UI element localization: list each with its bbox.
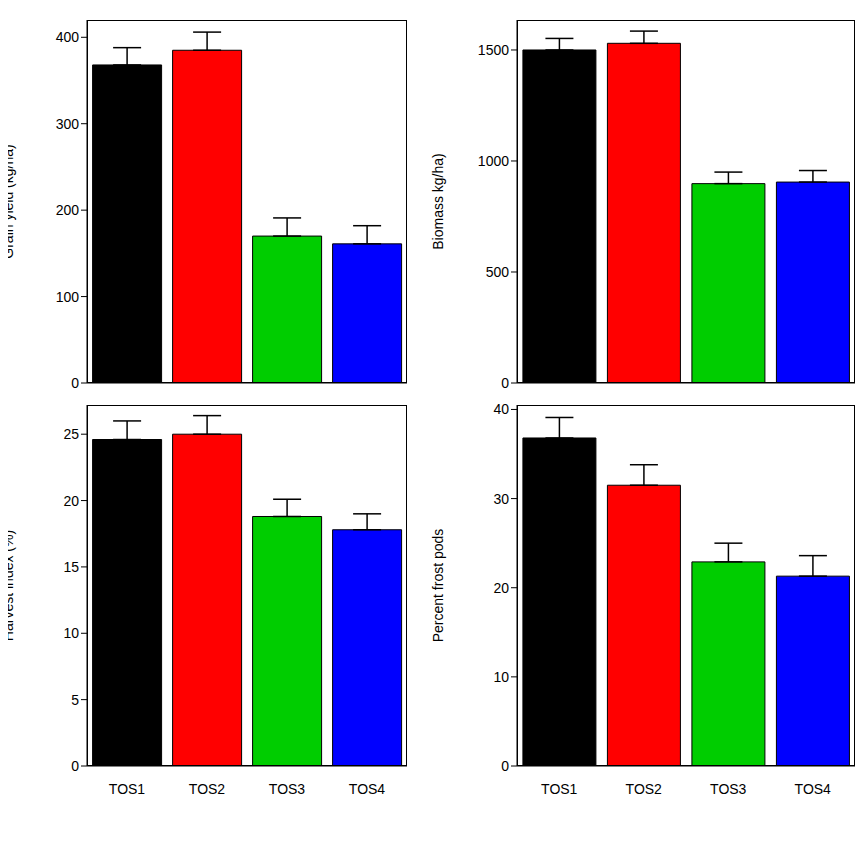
svg-text:TOS4: TOS4 (795, 781, 832, 797)
svg-text:300: 300 (56, 116, 80, 132)
svg-text:0: 0 (71, 375, 79, 391)
svg-text:TOS3: TOS3 (710, 781, 747, 797)
svg-text:Grain yield (kg/ha): Grain yield (kg/ha) (8, 144, 16, 258)
svg-text:25: 25 (63, 426, 79, 442)
svg-text:1500: 1500 (478, 42, 509, 58)
svg-text:40: 40 (493, 401, 509, 417)
svg-text:0: 0 (501, 375, 509, 391)
svg-text:TOS2: TOS2 (626, 781, 663, 797)
svg-text:TOS3: TOS3 (269, 781, 306, 797)
svg-text:0: 0 (71, 758, 79, 774)
svg-text:0: 0 (501, 758, 509, 774)
svg-text:20: 20 (63, 493, 79, 509)
svg-text:TOS1: TOS1 (541, 781, 578, 797)
svg-text:100: 100 (56, 289, 80, 305)
svg-text:10: 10 (63, 625, 79, 641)
svg-text:5: 5 (71, 692, 79, 708)
svg-text:500: 500 (486, 264, 510, 280)
svg-text:30: 30 (493, 491, 509, 507)
svg-text:20: 20 (493, 580, 509, 596)
svg-text:TOS4: TOS4 (349, 781, 386, 797)
svg-text:TOS2: TOS2 (189, 781, 226, 797)
svg-text:200: 200 (56, 202, 80, 218)
svg-text:Percent frost pods: Percent frost pods (430, 529, 446, 643)
svg-text:Harvest index (%): Harvest index (%) (8, 530, 16, 641)
svg-text:400: 400 (56, 29, 80, 45)
svg-text:10: 10 (493, 669, 509, 685)
svg-text:TOS1: TOS1 (109, 781, 146, 797)
svg-text:15: 15 (63, 559, 79, 575)
svg-text:1000: 1000 (478, 153, 509, 169)
svg-text:Biomass kg/ha): Biomass kg/ha) (430, 153, 446, 249)
